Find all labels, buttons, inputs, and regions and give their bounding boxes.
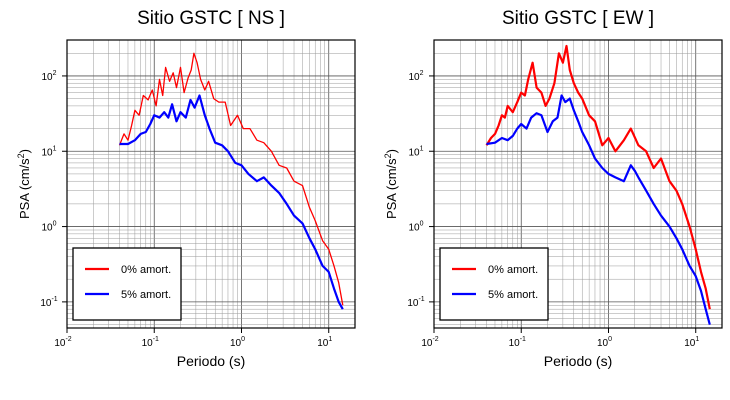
y-axis-label-ew: PSA (cm/s2)	[383, 149, 399, 219]
x-tick-label: 100	[230, 336, 245, 349]
y-tick-label: 100	[408, 221, 423, 234]
x-axis-label-ew: Periodo (s)	[544, 353, 612, 369]
legend-ns: 0% amort. 5% amort.	[72, 247, 182, 321]
series-line-0pct-ew	[485, 44, 711, 310]
x-tick-label: 10-1	[142, 336, 159, 349]
y-tick-label: 101	[41, 145, 56, 158]
legend-ew: 0% amort. 5% amort.	[439, 247, 549, 321]
y-axis-label-ns: PSA (cm/s2)	[16, 149, 32, 219]
chart-title-ew: Sitio GSTC [ EW ]	[502, 8, 654, 29]
legend-label: 0% amort.	[488, 264, 538, 276]
x-tick-label: 101	[684, 336, 699, 349]
legend-label: 5% amort.	[121, 289, 171, 301]
y-tick-label: 10-1	[407, 296, 424, 309]
y-tick-label: 102	[41, 70, 56, 83]
y-tick-label: 100	[41, 221, 56, 234]
plot-frame-ew	[433, 39, 723, 329]
chart-panel-ns: Sitio GSTC [ NS ] 10-2 10-1 100 101 10-1 100 10…	[16, 8, 356, 369]
x-tick-label: 10-2	[421, 336, 438, 349]
x-tick-label: 10-2	[54, 336, 71, 349]
series-line-5pct-ns	[119, 94, 344, 310]
x-tick-label: 10-1	[509, 336, 526, 349]
chart-panel-ew: Sitio GSTC [ EW ] 10-2 10-1 100 101 10-1 100 10…	[383, 8, 723, 369]
x-tick-label: 101	[317, 336, 332, 349]
x-tick-label: 100	[597, 336, 612, 349]
x-axis-label-ns: Periodo (s)	[177, 353, 245, 369]
legend-label: 0% amort.	[121, 264, 171, 276]
series-line-0pct-ns	[118, 52, 344, 306]
legend-box	[72, 247, 182, 321]
chart-title-ns: Sitio GSTC [ NS ]	[137, 8, 285, 29]
y-tick-label: 10-1	[40, 296, 57, 309]
grid-ns	[66, 39, 356, 328]
series-line-5pct-ew	[486, 94, 711, 325]
legend-label: 5% amort.	[488, 289, 538, 301]
plot-frame-ns	[66, 39, 356, 329]
y-tick-label: 102	[408, 70, 423, 83]
y-tick-label: 101	[408, 145, 423, 158]
legend-box	[439, 247, 549, 321]
